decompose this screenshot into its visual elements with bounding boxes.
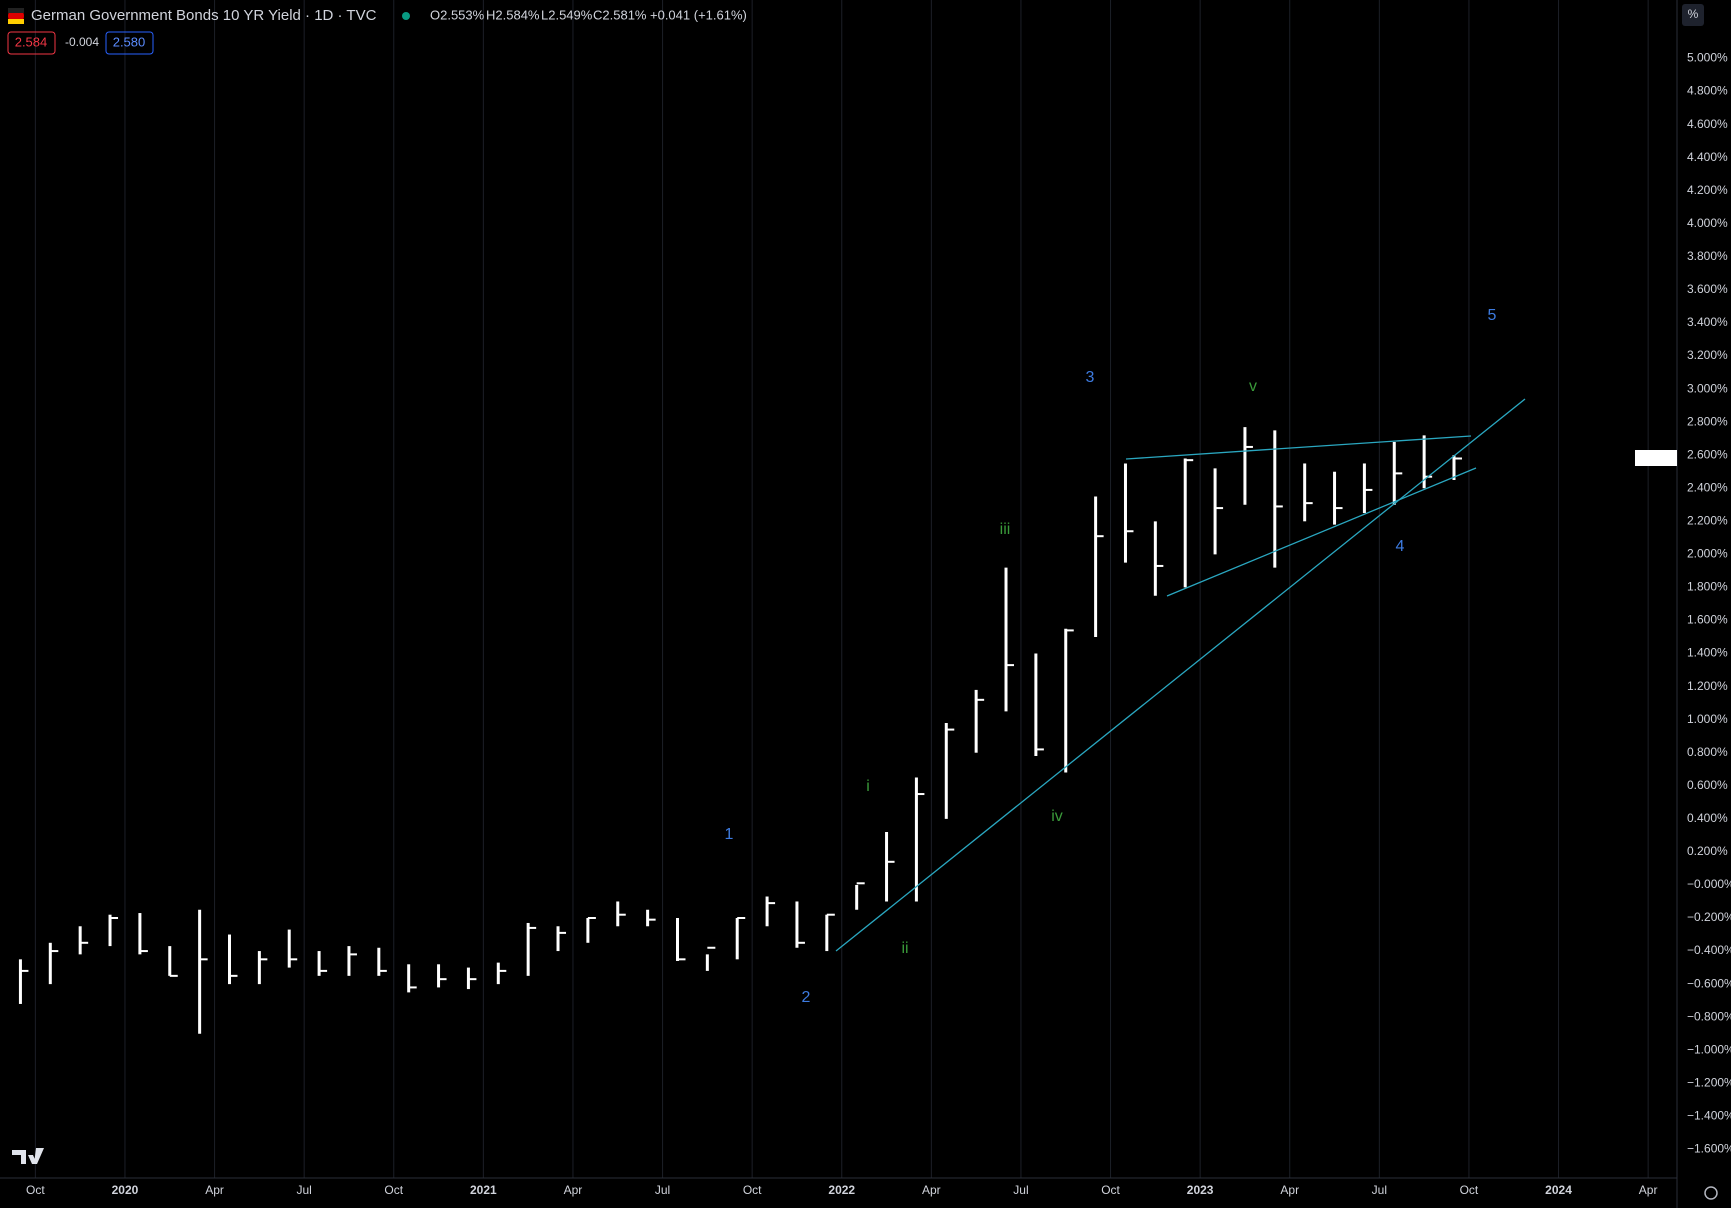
trendline [1166, 467, 1477, 597]
y-tick-label: −0.000% [1687, 877, 1731, 891]
y-tick-label: −0.600% [1687, 976, 1731, 990]
y-tick-label: −1.200% [1687, 1075, 1731, 1089]
bid: 2.584 [15, 34, 48, 49]
y-tick-label: 3.600% [1687, 282, 1728, 296]
y-tick-label: 1.400% [1687, 646, 1728, 660]
tradingview-logo[interactable] [12, 1148, 44, 1164]
wave-label: 1 [725, 826, 734, 843]
y-tick-label: −1.400% [1687, 1109, 1731, 1123]
y-tick-label: 3.000% [1687, 381, 1728, 395]
y-tick-label: −0.400% [1687, 943, 1731, 957]
x-tick-label: 2022 [828, 1183, 855, 1197]
bid-box[interactable] [7, 31, 56, 55]
grid [34, 0, 1649, 1178]
settings-button[interactable] [1704, 1186, 1718, 1200]
y-tick-label: −0.800% [1687, 1009, 1731, 1023]
ohlc-value: +0.041 (+1.61%) [650, 7, 747, 22]
x-tick-label: Oct [1460, 1183, 1479, 1197]
wave-label: 5 [1488, 307, 1497, 324]
currency-button[interactable] [1682, 4, 1704, 26]
bars [18, 427, 1463, 1034]
wave-label: v [1249, 378, 1257, 395]
y-tick-label: 1.800% [1687, 580, 1728, 594]
y-tick-label: 2.000% [1687, 547, 1728, 561]
x-tick-label: Oct [1101, 1183, 1120, 1197]
y-tick-label: 2.600% [1687, 447, 1728, 461]
x-tick-label: 2024 [1545, 1183, 1572, 1197]
x-tick-label: 2020 [112, 1183, 139, 1197]
x-tick-label: Jul [655, 1183, 670, 1197]
y-tick-label: 1.200% [1687, 679, 1728, 693]
y-tick-label: 4.400% [1687, 150, 1728, 164]
trendlines [835, 398, 1526, 952]
ohlc-readout: O2.553% H2.584% L2.549% C2.581% +0.041 (+1.6… [430, 7, 747, 22]
y-tick-label: 3.800% [1687, 249, 1728, 263]
wave-label: iv [1051, 808, 1063, 825]
y-tick-label: 4.000% [1687, 216, 1728, 230]
y-tick-label: 0.400% [1687, 811, 1728, 825]
y-tick-label: 0.200% [1687, 844, 1728, 858]
y-tick-label: 4.200% [1687, 183, 1728, 197]
y-tick-label: 1.000% [1687, 712, 1728, 726]
wave-label: i [866, 778, 870, 795]
spread: -0.004 [65, 35, 99, 49]
x-tick-label: 2023 [1187, 1183, 1214, 1197]
x-tick-label: Oct [26, 1183, 45, 1197]
x-tick-label: Jul [296, 1183, 311, 1197]
y-tick-label: 5.000% [1687, 51, 1728, 65]
y-tick-label: 3.400% [1687, 315, 1728, 329]
chart-title: German Government Bonds 10 YR Yield · 1D… [31, 7, 377, 24]
y-tick-label: 2.400% [1687, 480, 1728, 494]
currency: % [1688, 7, 1699, 21]
y-tick-label: −1.600% [1687, 1142, 1731, 1156]
x-tick-label: 2021 [470, 1183, 497, 1197]
ohlc-value: O2.553% [430, 7, 485, 22]
y-tick-label: 0.600% [1687, 778, 1728, 792]
ask: 2.580 [113, 34, 146, 49]
wave-label: iii [1000, 521, 1011, 538]
y-tick-label: −1.000% [1687, 1042, 1731, 1056]
x-tick-label: Apr [205, 1183, 224, 1197]
wave-label: ii [901, 940, 908, 957]
x-tick-label: Apr [922, 1183, 941, 1197]
trendline [1125, 435, 1472, 460]
ask-box[interactable] [105, 31, 154, 55]
trendline [835, 398, 1526, 952]
ohlc-value: L2.549% [541, 7, 593, 22]
x-tick-label: Oct [743, 1183, 762, 1197]
x-tick-label: Jul [1013, 1183, 1028, 1197]
last-price-marker [1635, 450, 1677, 466]
y-tick-label: −0.200% [1687, 910, 1731, 924]
y-tick-label: 2.800% [1687, 414, 1728, 428]
flag-stripe [8, 8, 24, 13]
y-tick-label: 4.800% [1687, 84, 1728, 98]
x-tick-label: Jul [1372, 1183, 1387, 1197]
status-dot [402, 12, 410, 20]
wave-label: 2 [802, 989, 811, 1006]
x-tick-label: Apr [1280, 1183, 1299, 1197]
x-tick-label: Apr [564, 1183, 583, 1197]
wave-label: 3 [1086, 369, 1095, 386]
y-tick-label: 1.600% [1687, 613, 1728, 627]
x-tick-label: Oct [384, 1183, 403, 1197]
axes: 5.000% 4.800% 4.600% 4.400% 4.200% 4.000% 3.80… [26, 51, 1731, 1197]
wave-label: 4 [1396, 538, 1405, 555]
ohlc-value: H2.584% [486, 7, 540, 22]
flag-stripe [8, 19, 24, 24]
y-tick-label: 4.600% [1687, 117, 1728, 131]
y-tick-label: 0.800% [1687, 745, 1728, 759]
ohlc-value: C2.581% [593, 7, 647, 22]
y-tick-label: 2.200% [1687, 513, 1728, 527]
y-tick-label: 3.200% [1687, 348, 1728, 362]
x-tick-label: Apr [1639, 1183, 1658, 1197]
